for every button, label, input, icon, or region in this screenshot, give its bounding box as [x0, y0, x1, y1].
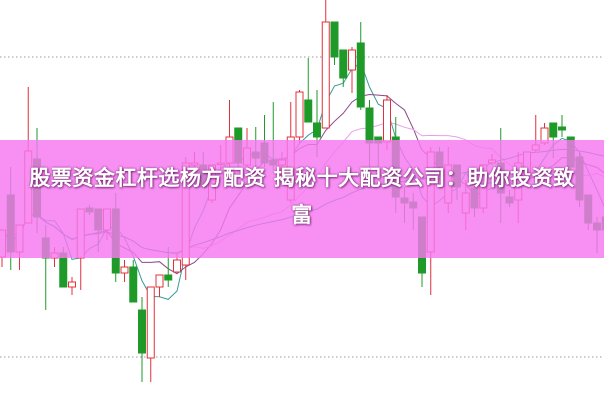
candle-down: [313, 122, 321, 138]
candle-down: [339, 49, 348, 79]
candle-up: [155, 274, 164, 288]
candle-down: [558, 126, 566, 131]
candle-down: [330, 21, 339, 58]
candle-up: [295, 91, 304, 138]
candle-up: [348, 49, 356, 71]
candle-down: [138, 309, 146, 354]
candle-up: [321, 21, 330, 129]
candle-up: [146, 286, 155, 359]
candle-down: [549, 122, 558, 138]
candle-up: [68, 281, 76, 288]
candle-down: [365, 107, 374, 144]
candle-up: [120, 266, 129, 274]
candle-up: [173, 259, 181, 273]
candle-down: [129, 266, 138, 303]
candle-down: [59, 252, 68, 288]
headline-banner: [0, 140, 604, 258]
candle-down: [356, 42, 365, 108]
candle-up: [383, 99, 391, 143]
candle-down: [304, 99, 313, 123]
headline-text: 股票资金杠杆选杨方配资 揭秘十大配资公司：助你投资致富: [29, 166, 575, 227]
candle-down: [164, 274, 173, 281]
